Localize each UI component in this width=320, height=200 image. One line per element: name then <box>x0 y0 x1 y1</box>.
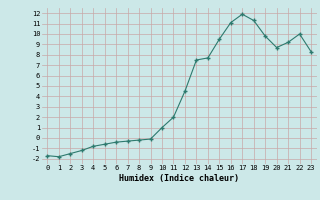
X-axis label: Humidex (Indice chaleur): Humidex (Indice chaleur) <box>119 174 239 183</box>
